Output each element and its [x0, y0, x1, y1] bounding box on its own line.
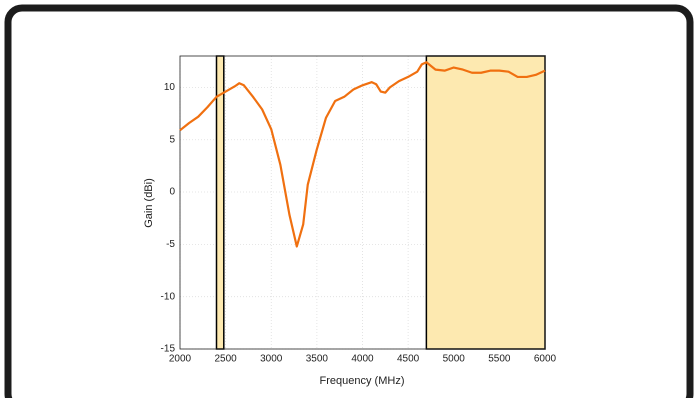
- y-tick-label: 0: [169, 187, 175, 198]
- band: [425, 55, 546, 350]
- x-tick-label: 3000: [260, 354, 283, 365]
- x-tick-label: 2000: [169, 354, 192, 365]
- x-tick-label: 2500: [215, 354, 238, 365]
- y-tick-label: 10: [164, 82, 176, 93]
- line-series: [179, 61, 546, 248]
- x-tick-label: 3500: [306, 354, 329, 365]
- band: [215, 55, 225, 350]
- frame: [4, 4, 694, 403]
- x-axis-label: Frequency (MHz): [320, 375, 405, 387]
- y-tick-label: -15: [161, 344, 176, 355]
- x-tick-label: 5000: [443, 354, 466, 365]
- x-tick-label: 5500: [488, 354, 511, 365]
- y-tick-label: 5: [169, 134, 175, 145]
- y-tick-label: -5: [166, 239, 175, 250]
- x-tick-label: 4000: [351, 354, 374, 365]
- axes-box: [179, 55, 546, 350]
- y-tick-label: -10: [161, 291, 176, 302]
- y-axis-label: Gain (dBi): [143, 178, 155, 228]
- x-tick-label: 4500: [397, 354, 420, 365]
- x-tick-label: 6000: [534, 354, 557, 365]
